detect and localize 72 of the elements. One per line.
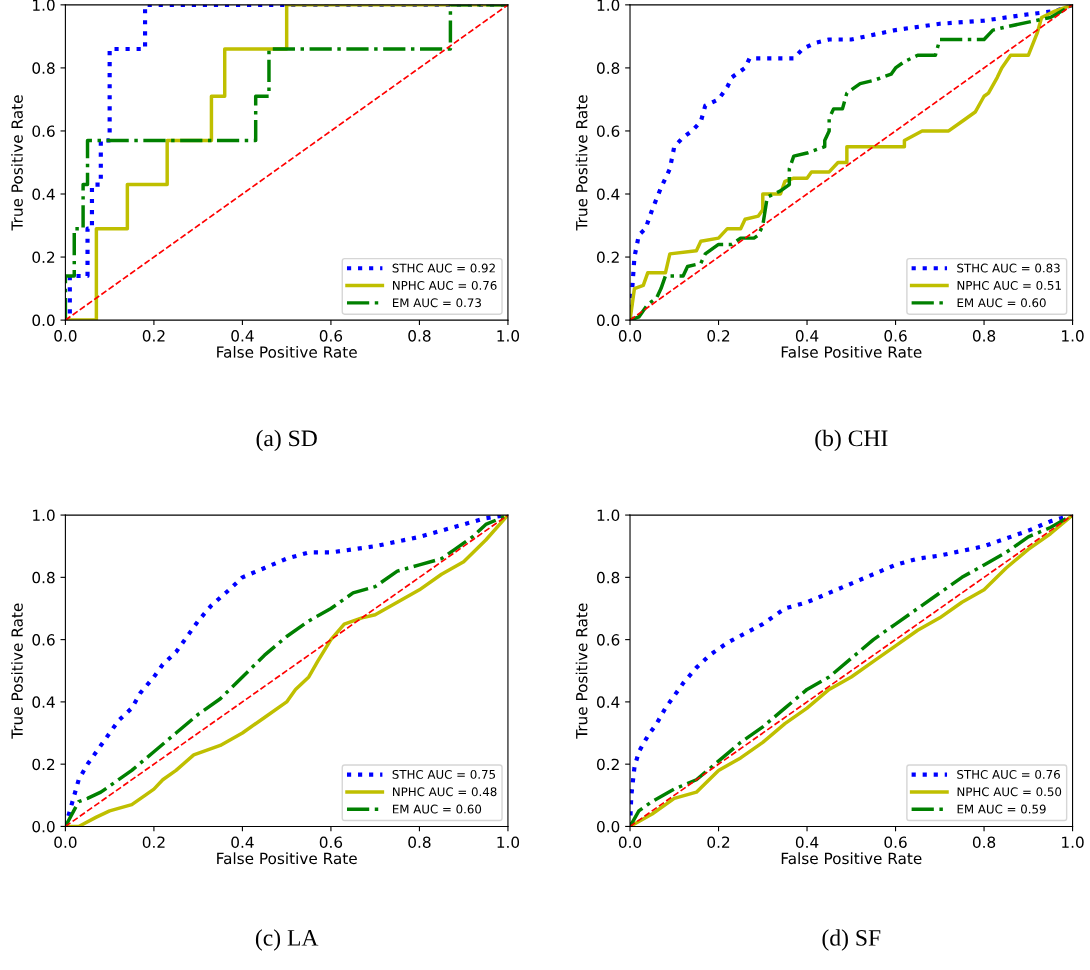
legend-label: STHC AUC = 0.83: [957, 263, 1060, 273]
x-tick-label: 0.8: [972, 330, 996, 342]
y-tick-label: 1.0: [33, 0, 55, 11]
x-tick-label: 0.4: [231, 836, 254, 848]
y-tick-label: 0.6: [597, 125, 620, 137]
legend-label: STHC AUC = 0.92: [392, 263, 495, 273]
y-axis-title: True Positive Rate: [11, 95, 23, 231]
y-tick-label: 0.4: [32, 188, 55, 201]
text: (d) SF: [822, 929, 881, 951]
y-tick-label: 0.2: [597, 758, 619, 771]
y-tick-label: 1.0: [597, 0, 620, 11]
legend-label: EM AUC = 0.60: [393, 804, 482, 814]
x-tick-label: 0.6: [319, 330, 343, 342]
legend-label: NPHC AUC = 0.48: [393, 787, 497, 797]
x-tick-label: 0.2: [142, 330, 165, 342]
x-tick-label: 0.4: [795, 836, 819, 848]
legend-label: NPHC AUC = 0.50: [957, 787, 1062, 797]
legend-label: NPHC AUC = 0.76: [393, 280, 497, 290]
x-tick-label: 1.0: [1062, 330, 1084, 342]
x-tick-label: 0.0: [54, 330, 77, 342]
x-tick-label: 0.6: [884, 330, 907, 342]
y-tick-label: 0.0: [32, 314, 55, 327]
x-tick-label: 0.8: [408, 330, 431, 342]
y-tick-label: 0.0: [32, 820, 55, 833]
x-tick-label: 0.6: [884, 836, 907, 848]
y-tick-label: 0.8: [597, 571, 620, 584]
legend-label: EM AUC = 0.60: [957, 298, 1046, 308]
x-tick-label: 0.4: [795, 330, 819, 342]
x-tick-label: 0.8: [408, 836, 431, 848]
x-axis-title: False Positive Rate: [217, 346, 357, 358]
x-tick-label: 0.0: [618, 330, 642, 342]
y-tick-label: 1.0: [597, 509, 620, 522]
y-tick-label: 0.6: [597, 634, 620, 646]
legend-label: EM AUC = 0.59: [957, 804, 1046, 814]
y-tick-label: 0.0: [597, 314, 620, 327]
y-tick-label: 0.8: [32, 62, 55, 74]
x-axis-title: False Positive Rate: [781, 346, 922, 358]
x-tick-label: 0.4: [231, 330, 254, 342]
legend-label: STHC AUC = 0.76: [957, 769, 1060, 779]
x-tick-label: 1.0: [497, 330, 520, 342]
y-axis-title: True Positive Rate: [575, 95, 588, 231]
y-tick-label: 0.2: [32, 251, 55, 264]
x-tick-label: 0.2: [707, 836, 730, 848]
y-tick-label: 1.0: [33, 509, 55, 522]
y-tick-label: 0.4: [32, 696, 55, 708]
x-tick-label: 1.0: [497, 836, 520, 848]
y-axis-title: True Positive Rate: [575, 603, 588, 739]
y-axis-title: True Positive Rate: [11, 603, 23, 739]
y-tick-label: 0.4: [597, 188, 620, 201]
y-tick-label: 0.0: [597, 820, 620, 833]
x-axis-title: False Positive Rate: [217, 852, 357, 865]
y-tick-label: 0.6: [32, 125, 55, 137]
x-tick-label: 0.2: [707, 330, 730, 342]
y-tick-label: 0.8: [32, 571, 55, 584]
text: (a) SD: [256, 429, 317, 452]
y-tick-label: 0.6: [32, 634, 55, 646]
legend-label: EM AUC = 0.73: [393, 298, 481, 308]
legend-label: STHC AUC = 0.75: [392, 769, 496, 779]
text: (c) LA: [255, 929, 319, 951]
legend-label: NPHC AUC = 0.51: [957, 280, 1061, 290]
x-tick-label: 0.2: [142, 836, 165, 848]
y-tick-label: 0.2: [32, 758, 55, 771]
x-tick-label: 0.8: [972, 836, 996, 848]
x-axis-title: False Positive Rate: [781, 852, 922, 865]
y-tick-label: 0.4: [597, 696, 620, 708]
text: (b) CHI: [815, 429, 888, 452]
x-tick-label: 0.0: [54, 836, 77, 848]
y-tick-label: 0.2: [597, 251, 619, 264]
x-tick-label: 0.0: [618, 836, 642, 848]
y-tick-label: 0.8: [597, 62, 620, 74]
x-tick-label: 1.0: [1062, 836, 1084, 848]
x-tick-label: 0.6: [319, 836, 343, 848]
